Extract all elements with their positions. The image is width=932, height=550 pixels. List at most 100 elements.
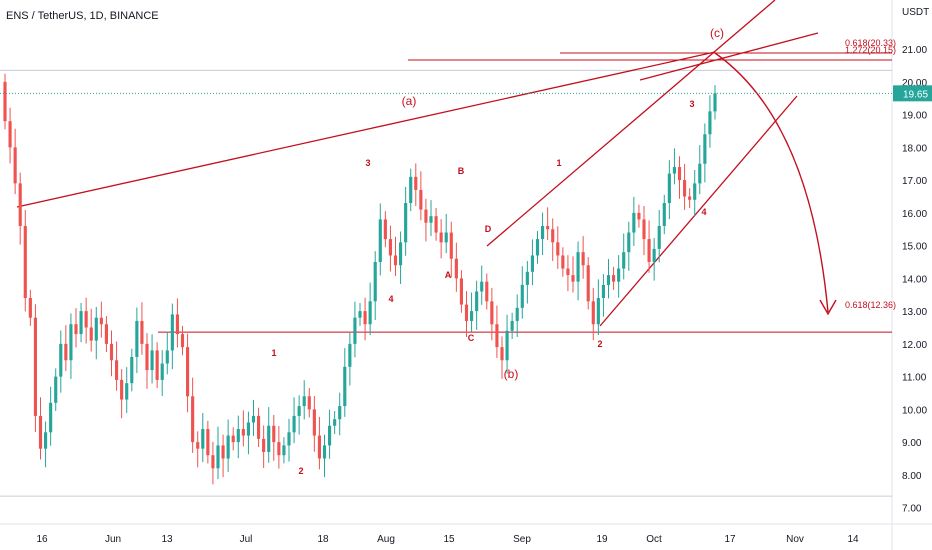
candle <box>540 212 545 256</box>
candle-body <box>206 429 210 456</box>
candle-body <box>160 363 164 380</box>
candle <box>601 274 606 317</box>
candle <box>358 302 362 326</box>
channel-lower <box>599 95 798 327</box>
candle-body <box>353 317 357 344</box>
candle <box>693 169 697 216</box>
candle-body <box>688 196 692 200</box>
candle <box>160 350 164 396</box>
candle-body <box>33 317 38 416</box>
candle-body <box>601 284 606 299</box>
candle <box>515 294 519 337</box>
candle-body <box>191 396 195 443</box>
candle <box>338 392 342 436</box>
candle <box>104 316 109 353</box>
candle-body <box>490 301 494 325</box>
projection-arc <box>714 52 829 313</box>
candle-body <box>84 311 88 328</box>
candle <box>490 287 494 341</box>
candle-body <box>586 265 590 302</box>
candle <box>546 207 550 241</box>
candle-body <box>221 445 225 459</box>
candle-body <box>79 311 83 335</box>
wave-label: C <box>468 333 475 343</box>
price-tick-label: 8.00 <box>902 471 922 482</box>
candle-body <box>500 347 504 361</box>
candle <box>444 213 448 254</box>
candle <box>677 156 682 199</box>
candle <box>206 420 210 464</box>
candle <box>667 160 671 220</box>
candle-body <box>236 429 240 443</box>
wave-label: 4 <box>701 207 706 217</box>
candle-body <box>211 455 215 469</box>
price-tick-label: 10.00 <box>902 405 927 416</box>
candle <box>703 123 707 183</box>
candle-body <box>130 356 134 384</box>
price-axis: 7.00 8.00 9.00 10.00 11.00 12.00 13.00 14.00 15.… <box>893 7 932 515</box>
candle-body <box>256 415 261 439</box>
candle <box>688 188 692 208</box>
time-tick-label: Oct <box>646 534 662 545</box>
candle-body <box>698 163 702 184</box>
candle-body <box>551 229 555 243</box>
candle-body <box>439 232 443 243</box>
wave-labels: 0.618(20.33)1.272(20.15) 0.618(12.36) (a) (… <box>271 26 896 476</box>
candle-body <box>201 429 205 449</box>
candle <box>114 341 119 391</box>
time-tick-label: 17 <box>724 534 736 545</box>
candle <box>165 331 169 375</box>
candle-body <box>525 271 529 285</box>
candle <box>708 95 712 148</box>
candle <box>277 426 281 469</box>
candle-body <box>241 429 245 436</box>
candle <box>241 410 245 447</box>
wave-label: 3 <box>689 99 694 109</box>
candle-body <box>708 111 712 135</box>
candle <box>424 198 428 242</box>
candle <box>251 399 256 436</box>
candle-body <box>388 239 393 256</box>
candle-body <box>226 435 230 459</box>
channel-upper <box>486 0 776 247</box>
wave-label: A <box>445 270 452 280</box>
candle-body <box>231 435 235 443</box>
candle <box>535 230 540 264</box>
candle-body <box>632 212 636 233</box>
fan-line <box>639 32 819 81</box>
candle <box>125 367 129 413</box>
candle <box>657 209 661 263</box>
candle-body <box>622 252 626 269</box>
chart-drawings <box>0 0 892 333</box>
candle <box>581 236 585 279</box>
price-tick-label: 11.00 <box>902 373 927 384</box>
candle <box>409 168 413 212</box>
candle <box>191 377 195 453</box>
candle-body <box>576 252 580 282</box>
candle <box>449 221 453 278</box>
candle <box>672 148 677 185</box>
candle-body <box>606 275 611 285</box>
candle-body <box>282 445 286 456</box>
time-tick-label: Sep <box>513 534 531 545</box>
candle-body <box>114 360 119 380</box>
candle-body <box>297 406 301 416</box>
candle-body <box>109 343 114 361</box>
price-tick-label: 16.00 <box>902 209 927 220</box>
candle-body <box>125 383 129 400</box>
candle-body <box>307 396 311 410</box>
candle-body <box>155 350 159 380</box>
candle <box>180 325 185 356</box>
candle <box>79 302 83 343</box>
candle-body <box>434 216 438 233</box>
candle <box>130 348 134 392</box>
price-tick-label: 20.00 <box>902 78 927 89</box>
candle-body <box>414 176 418 190</box>
candle <box>216 426 220 480</box>
candle <box>378 203 382 276</box>
price-tick-label: 13.00 <box>902 307 927 318</box>
candle <box>333 411 337 434</box>
candle <box>596 279 600 336</box>
candle-body <box>647 239 651 262</box>
